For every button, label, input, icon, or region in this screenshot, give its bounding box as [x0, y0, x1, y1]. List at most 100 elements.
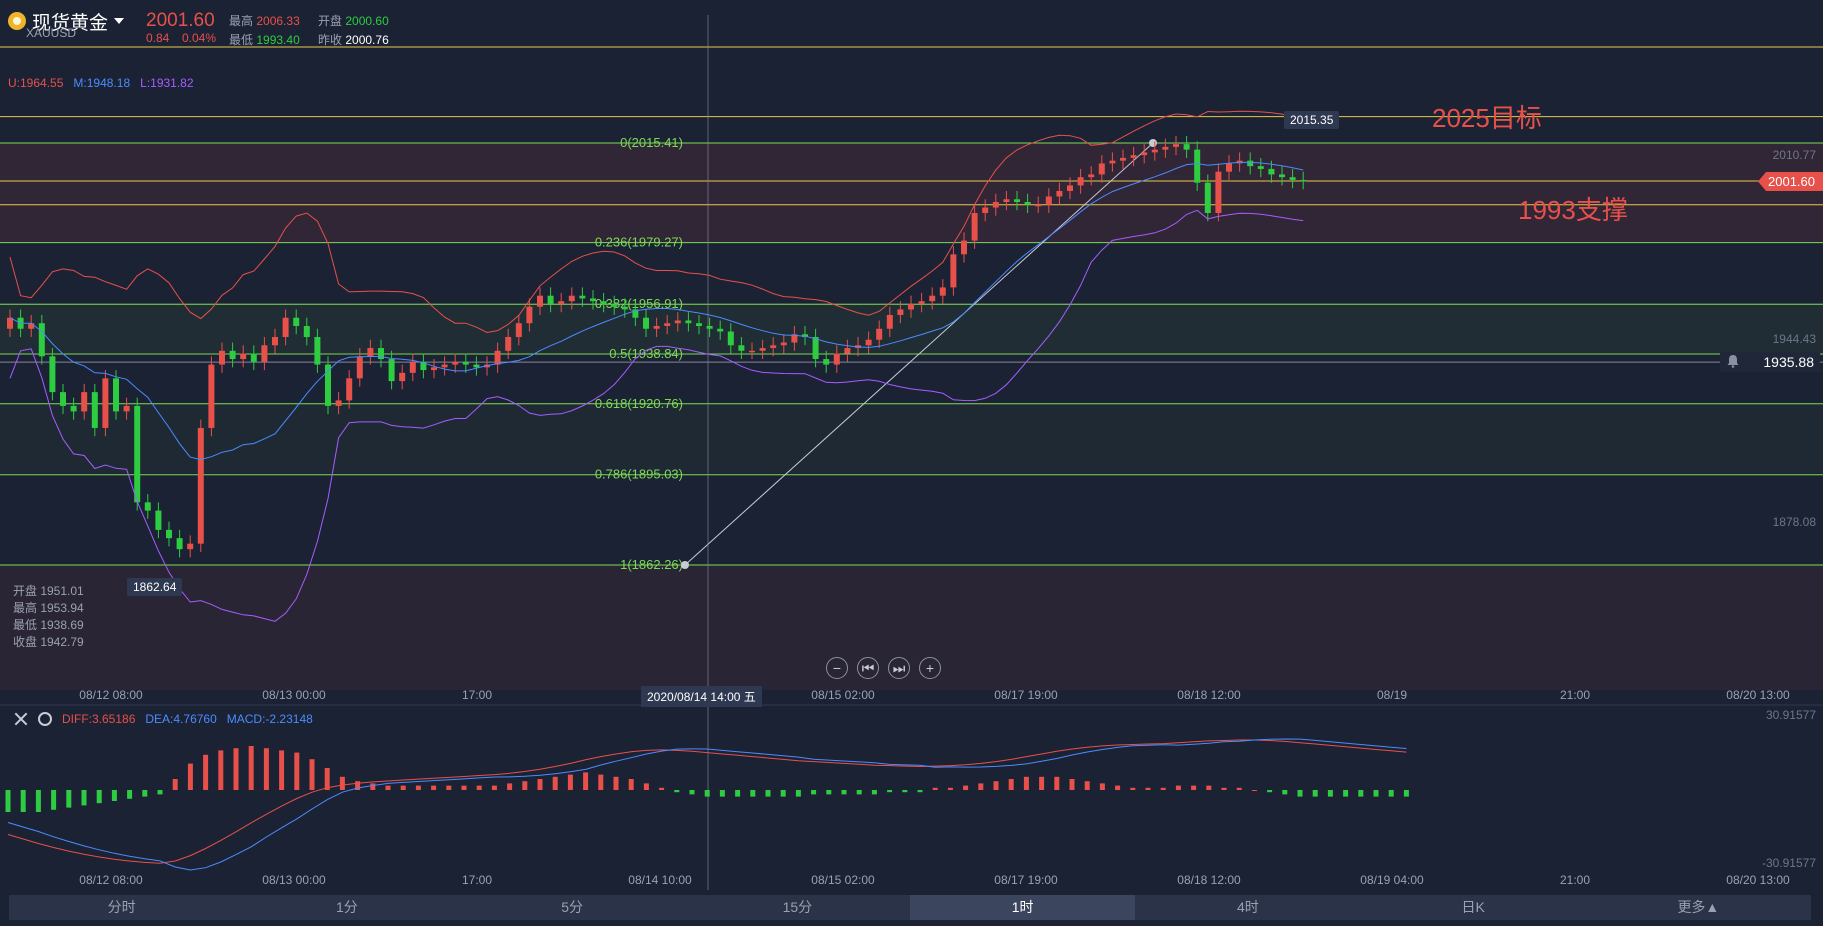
macd-bar: [20, 790, 26, 812]
gear-icon[interactable]: [38, 712, 52, 726]
macd-bar: [400, 785, 406, 790]
macd-bar: [355, 781, 361, 790]
macd-bar: [1267, 790, 1273, 793]
scroll-start-button[interactable]: ⏮: [857, 657, 879, 679]
candle-body: [1162, 146, 1169, 150]
candle-body: [600, 301, 607, 304]
candle-body: [176, 538, 183, 550]
candle-body: [102, 378, 109, 428]
candle-body: [81, 392, 88, 412]
candle-body: [409, 361, 416, 373]
macd-bar: [598, 774, 604, 790]
macd-bar: [1373, 790, 1379, 797]
candle-body: [1045, 196, 1052, 205]
macd-bar: [1130, 787, 1136, 790]
candle-body: [823, 359, 830, 365]
macd-bar: [613, 776, 619, 790]
tab-5min[interactable]: 5分: [561, 899, 584, 915]
candle-body: [462, 361, 469, 365]
macd-bar: [1358, 790, 1364, 797]
candle-body: [547, 295, 554, 304]
candle-body: [123, 405, 130, 412]
macd-bar: [1251, 790, 1257, 791]
candle-body: [1003, 199, 1010, 202]
tab-1min[interactable]: 1分: [335, 899, 358, 915]
fib-label: 1(1862.26): [620, 557, 683, 572]
candle-body: [1257, 166, 1264, 169]
candle-body: [325, 364, 331, 406]
candle-body: [908, 303, 914, 310]
bb-upper: U:1964.55: [8, 76, 64, 90]
candle-body: [219, 350, 225, 365]
macd-legend: DIFF:3.65186 DEA:4.76760 MACD:-2.23148: [14, 712, 313, 726]
macd-bar: [1388, 790, 1394, 797]
zoom-in-button[interactable]: +: [919, 657, 941, 679]
scroll-end-button[interactable]: ⏭: [888, 657, 910, 679]
macd-bar: [887, 790, 893, 793]
ohlc-info: 开盘 1951.01 最高 1953.94 最低 1938.69 收盘 1942…: [13, 583, 84, 651]
tab-daily[interactable]: 日K: [1461, 899, 1485, 915]
macd-value: MACD:-2.23148: [226, 712, 313, 726]
candle-body: [727, 331, 734, 346]
alert-price-tag[interactable]: 1935.88: [1720, 352, 1820, 372]
high-point-tag: 2015.35: [1284, 111, 1340, 129]
candle-body: [1130, 155, 1137, 158]
candle-body: [1279, 174, 1285, 178]
tab-4hour[interactable]: 4时: [1236, 899, 1259, 915]
candle-body: [144, 502, 151, 511]
tab-15min[interactable]: 15分: [782, 899, 813, 915]
candle-body: [653, 325, 660, 329]
fib-label: 0.382(1956.91): [595, 296, 683, 311]
zoom-out-button[interactable]: −: [826, 657, 848, 679]
y-axis-label: 1878.08: [1773, 515, 1817, 529]
macd-bar: [324, 768, 330, 790]
candle-body: [738, 345, 745, 351]
macd-bar: [643, 783, 649, 790]
candle-body: [367, 348, 374, 357]
ohlc-close: 收盘 1942.79: [13, 635, 84, 649]
macd-bar: [993, 781, 999, 790]
macd-bar: [491, 785, 497, 790]
candle-body: [431, 367, 437, 371]
candle-body: [356, 356, 363, 379]
macd-bar: [917, 790, 923, 793]
macd-x-axis-label: 08/15 02:00: [811, 873, 875, 887]
macd-bar: [5, 790, 11, 812]
candle-body: [261, 345, 268, 362]
macd-bar: [856, 790, 862, 795]
candle-body: [187, 543, 194, 550]
tab-more[interactable]: 更多▲: [1677, 899, 1720, 915]
macd-bar: [385, 785, 391, 790]
candle-body: [833, 353, 840, 365]
macd-bar: [1221, 787, 1227, 790]
chevron-down-icon[interactable]: [114, 18, 125, 24]
candle-body: [876, 328, 883, 340]
fib-label: 0.618(1920.76): [595, 396, 683, 411]
tab-1hour[interactable]: 1时: [910, 895, 1136, 920]
candle-body: [399, 372, 406, 382]
ohlc-open: 开盘 1951.01: [13, 584, 84, 598]
macd-bar: [841, 790, 847, 795]
bell-icon[interactable]: [1726, 354, 1740, 368]
candle-body: [674, 320, 681, 324]
candle-body: [420, 361, 427, 371]
price-change: 0.84: [146, 31, 170, 45]
candle-body: [1024, 201, 1031, 205]
instrument-header[interactable]: 现货黄金: [8, 8, 125, 35]
macd-bar: [339, 776, 345, 790]
close-icon[interactable]: [14, 712, 28, 726]
macd-bar: [750, 790, 756, 797]
macd-bar: [461, 785, 467, 790]
macd-bar: [1160, 787, 1166, 790]
macd-bar: [218, 750, 224, 790]
x-axis-label: 08/12 08:00: [79, 688, 143, 702]
x-axis-label: 08/18 12:00: [1177, 688, 1241, 702]
macd-bar: [51, 790, 57, 810]
x-axis-label: 08/13 00:00: [262, 688, 326, 702]
candle-body: [611, 303, 618, 307]
macd-bar: [172, 779, 178, 790]
macd-bar: [659, 787, 665, 790]
candle-body: [749, 350, 755, 353]
tab-timeshare[interactable]: 分时: [107, 899, 136, 915]
